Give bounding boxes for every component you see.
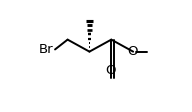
Text: Br: Br bbox=[39, 43, 54, 56]
Text: O: O bbox=[106, 64, 116, 77]
Text: O: O bbox=[127, 45, 138, 58]
